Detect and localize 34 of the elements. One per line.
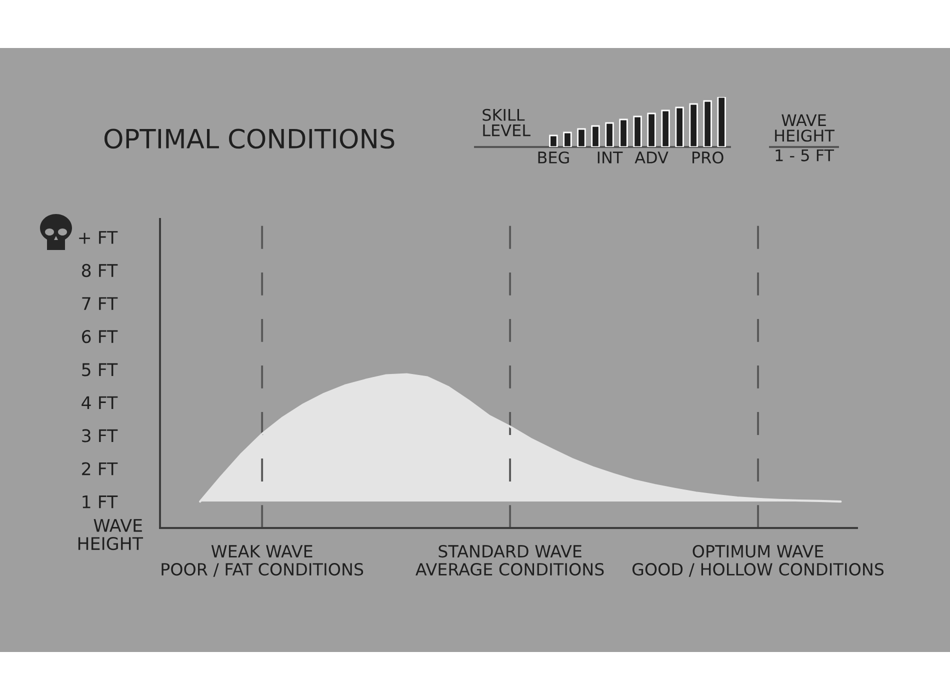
y-tick-label: + FT <box>79 231 118 244</box>
x-tick-label: INT <box>598 152 623 164</box>
bar <box>689 103 698 147</box>
x-tick-label: OPTIMUM WAVE GOOD / HOLLOW CONDITIONS <box>632 544 884 577</box>
y-tick-label: 3 FT <box>82 429 118 442</box>
x-tick-label: STANDARD WAVE AVERAGE CONDITIONS <box>416 544 604 576</box>
bar <box>717 97 726 147</box>
bar <box>703 100 712 147</box>
text: 1 - 5 FT <box>776 149 834 162</box>
bar <box>591 125 600 147</box>
bar <box>563 132 572 147</box>
y-tick-label: 6 FT <box>82 330 118 344</box>
y-tick-label: 2 FT <box>82 462 118 476</box>
y-axis-title: SKILL LEVEL <box>482 108 530 136</box>
bar <box>661 110 670 147</box>
bar <box>675 106 684 147</box>
x-tick-label: WEAK WAVE POOR / FAT CONDITIONS <box>162 545 364 577</box>
y-tick-label: 1 FT <box>82 496 118 508</box>
y-axis-title: WAVE HEIGHT <box>78 519 144 550</box>
y-tick-label: 4 FT <box>82 396 118 410</box>
bar <box>633 116 642 147</box>
bar <box>619 118 628 147</box>
chart-title: OPTIMAL CONDITIONS <box>104 128 394 149</box>
bar <box>605 122 614 147</box>
y-tick-label: 7 FT <box>82 297 118 310</box>
y-tick-label: 8 FT <box>82 264 118 278</box>
bar <box>577 128 586 147</box>
x-tick-label: BEG <box>538 151 569 164</box>
y-tick-label: 5 FT <box>82 363 118 376</box>
text: WAVE HEIGHT <box>775 114 835 142</box>
bar <box>549 134 558 147</box>
bar <box>647 112 656 147</box>
x-tick-label: ADV <box>634 152 668 164</box>
x-tick-label: PRO <box>692 151 724 164</box>
